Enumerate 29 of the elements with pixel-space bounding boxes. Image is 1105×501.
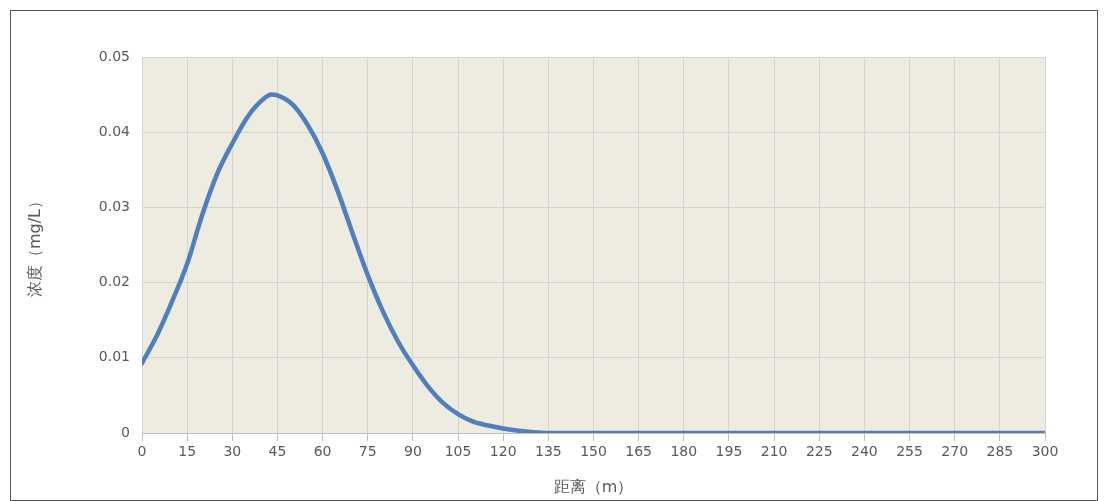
x-tick-label: 270 bbox=[941, 443, 969, 460]
y-tick-label: 0.04 bbox=[98, 122, 131, 139]
x-tick-label: 15 bbox=[178, 443, 197, 460]
x-tick-label: 45 bbox=[268, 443, 287, 460]
x-tick-label: 165 bbox=[625, 443, 653, 460]
x-tick-label: 120 bbox=[489, 443, 517, 460]
x-tick-label: 285 bbox=[986, 443, 1014, 460]
x-tick-label: 60 bbox=[313, 443, 332, 460]
y-tick-label: 0.02 bbox=[98, 273, 130, 290]
x-tick-label: 150 bbox=[580, 443, 607, 460]
x-tick-label: 90 bbox=[403, 443, 422, 460]
y-tick-label: 0.05 bbox=[98, 47, 130, 64]
y-tick-label: 0.03 bbox=[98, 198, 130, 215]
x-tick-label: 105 bbox=[444, 443, 472, 460]
x-tick-label: 30 bbox=[223, 443, 242, 460]
x-tick-label: 300 bbox=[1031, 443, 1059, 460]
y-axis-title: 浓度（mg/L） bbox=[24, 192, 44, 298]
x-tick-label: 225 bbox=[805, 443, 833, 460]
y-tick-label: 0.01 bbox=[98, 348, 130, 365]
x-tick-label: 195 bbox=[715, 443, 743, 460]
x-tick-label: 210 bbox=[760, 443, 788, 460]
x-tick-label: 0 bbox=[137, 443, 147, 460]
x-tick-label: 180 bbox=[670, 443, 698, 460]
x-tick-label: 75 bbox=[358, 443, 377, 460]
x-tick-label: 255 bbox=[896, 443, 923, 460]
x-tick-label: 135 bbox=[534, 443, 562, 460]
x-tick-label: 240 bbox=[851, 443, 878, 460]
y-tick-label: 0 bbox=[121, 423, 130, 440]
x-axis-title: 距离（m） bbox=[553, 476, 634, 496]
